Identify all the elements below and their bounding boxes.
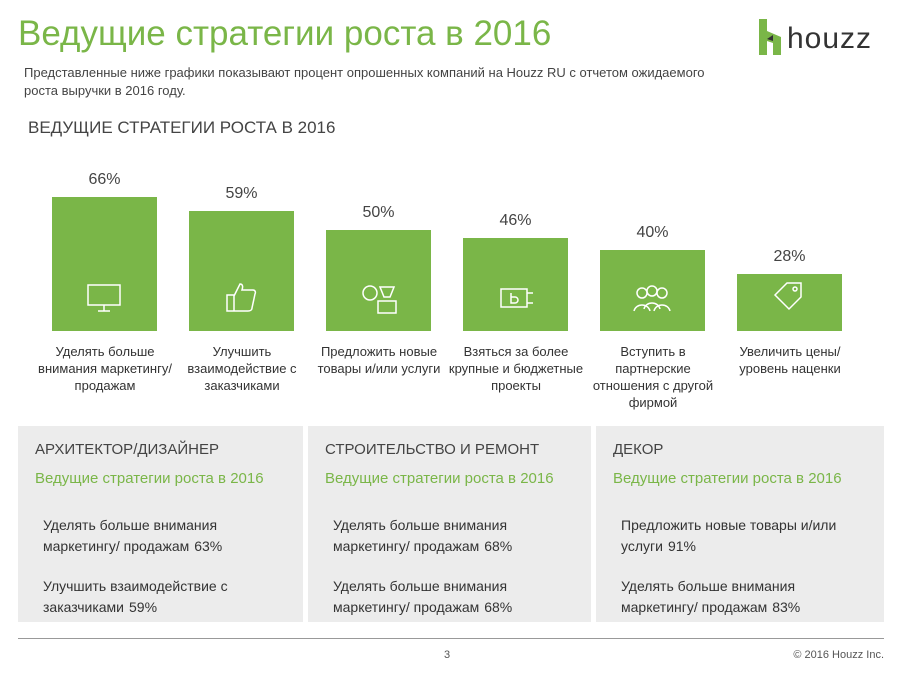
item-value: 68% [484,599,513,615]
panel: ДЕКОР Ведущие стратегии роста в 2016 Предл… [596,426,884,622]
chart-title: ВЕДУЩИЕ СТРАТЕГИИ РОСТА В 2016 [28,118,336,137]
panel: СТРОИТЕЛЬСТВО И РЕМОНТ Ведущие стратегии … [308,426,591,622]
bar-icon [773,282,802,311]
value-label: 28% [773,248,806,266]
item-text: Уделять больше внимания маркетингу/ прод… [333,517,508,554]
panel-subtitle: Ведущие стратегии роста в 2016 [613,470,842,487]
panel-item: Уделять больше внимания маркетингу/ прод… [43,515,283,557]
subtitle: Представленные ниже графики показывают п… [24,65,705,98]
panel-item: Уделять больше внимания маркетингу/ прод… [621,576,861,618]
item-value: 63% [194,538,223,554]
panel-item: Уделять больше внимания маркетингу/ прод… [333,515,573,557]
page-number: 3 [444,649,451,661]
item-text: Уделять больше внимания маркетингу/ прод… [333,578,508,615]
panel-item: Улучшить взаимодействие с заказчиками 59% [43,576,283,618]
item-text: Уделять больше внимания маркетингу/ прод… [43,517,218,554]
panel-item: Уделять больше внимания маркетингу/ прод… [333,576,573,618]
category-label: Увеличить цены/ уровень наценки [739,344,841,376]
bar-icon [500,288,533,308]
logo-icon [759,19,781,55]
bar [52,197,157,331]
bar-icon [226,283,257,312]
item-value: 91% [667,538,696,554]
panel: АРХИТЕКТОР/ДИЗАЙНЕР Ведущие стратегии рос… [18,426,303,622]
value-label: 59% [225,185,258,203]
category-label: Взяться за более крупные и бюджетные про… [448,344,584,393]
panel-title: ДЕКОР [613,441,664,458]
item-text: Уделять больше внимания маркетингу/ прод… [621,578,796,615]
bar-icon [87,284,121,312]
panel-title: АРХИТЕКТОР/ДИЗАЙНЕР [35,441,219,458]
bar [463,237,568,331]
category-label: Предложить новые товары и/или услуги [317,344,441,376]
bar-icon [633,285,671,312]
panel-subtitle: Ведущие стратегии роста в 2016 [35,470,264,487]
panel-item: Предложить новые товары и/или услуги 91% [621,515,861,557]
category-label: Уделять больше внимания маркетингу/ прод… [38,344,172,393]
category-label: Улучшить взаимодействие с заказчиками [187,344,297,393]
bar [189,211,294,331]
panel-title: СТРОИТЕЛЬСТВО И РЕМОНТ [325,441,540,458]
item-value: 83% [772,599,801,615]
logo: houzz [787,22,873,55]
value-label: 40% [636,223,669,241]
footer-rule [18,638,884,639]
bar-icon [362,285,397,314]
title: Ведущие стратегии роста в 2016 [18,14,552,53]
bar [737,274,842,331]
value-label: 66% [88,171,121,189]
item-value: 68% [484,538,513,554]
category-label: Вступить в партнерские отношения с друго… [592,344,714,410]
panel-subtitle: Ведущие стратегии роста в 2016 [325,470,554,487]
bar [600,249,705,331]
copyright: © 2016 Houzz Inc. [793,649,884,661]
item-text: Предложить новые товары и/или услуги [621,517,837,554]
item-value: 59% [129,599,158,615]
value-label: 50% [362,203,395,221]
bar [326,229,431,331]
item-text: Улучшить взаимодействие с заказчиками [43,578,228,615]
value-label: 46% [499,211,532,229]
